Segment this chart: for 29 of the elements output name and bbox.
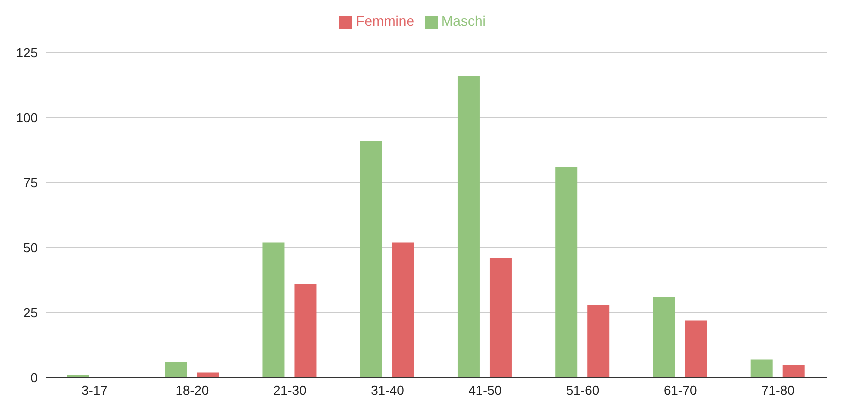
- x-tick-label: 61-70: [664, 383, 698, 398]
- x-tick-label: 31-40: [371, 383, 404, 398]
- x-tick-label: 18-20: [176, 383, 210, 398]
- x-tick-label: 41-50: [468, 383, 502, 398]
- bar: [294, 284, 317, 378]
- bar: [360, 141, 382, 378]
- y-tick-label: 125: [16, 46, 38, 61]
- legend-label: Femmine: [356, 13, 414, 29]
- y-tick-label: 50: [24, 240, 38, 256]
- bar: [392, 242, 414, 378]
- y-tick-label: 25: [24, 306, 38, 321]
- bar: [588, 305, 610, 378]
- x-tick-label: 21-30: [273, 383, 307, 398]
- y-tick-label: 100: [16, 110, 38, 126]
- y-tick-label: 0: [30, 370, 38, 386]
- x-tick-label: 71-80: [762, 383, 795, 398]
- legend-label: Maschi: [442, 13, 486, 29]
- bar: [490, 258, 512, 378]
- bar: [165, 362, 188, 378]
- y-tick-label: 75: [24, 176, 38, 191]
- bar: [458, 76, 480, 378]
- bar: [262, 242, 285, 378]
- bar: [685, 320, 708, 378]
- bar: [750, 360, 773, 378]
- x-tick-label: 3-17: [82, 383, 108, 398]
- x-tick-label: 51-60: [566, 383, 600, 398]
- bar: [556, 167, 578, 378]
- bar: [782, 365, 805, 378]
- bar: [653, 297, 676, 378]
